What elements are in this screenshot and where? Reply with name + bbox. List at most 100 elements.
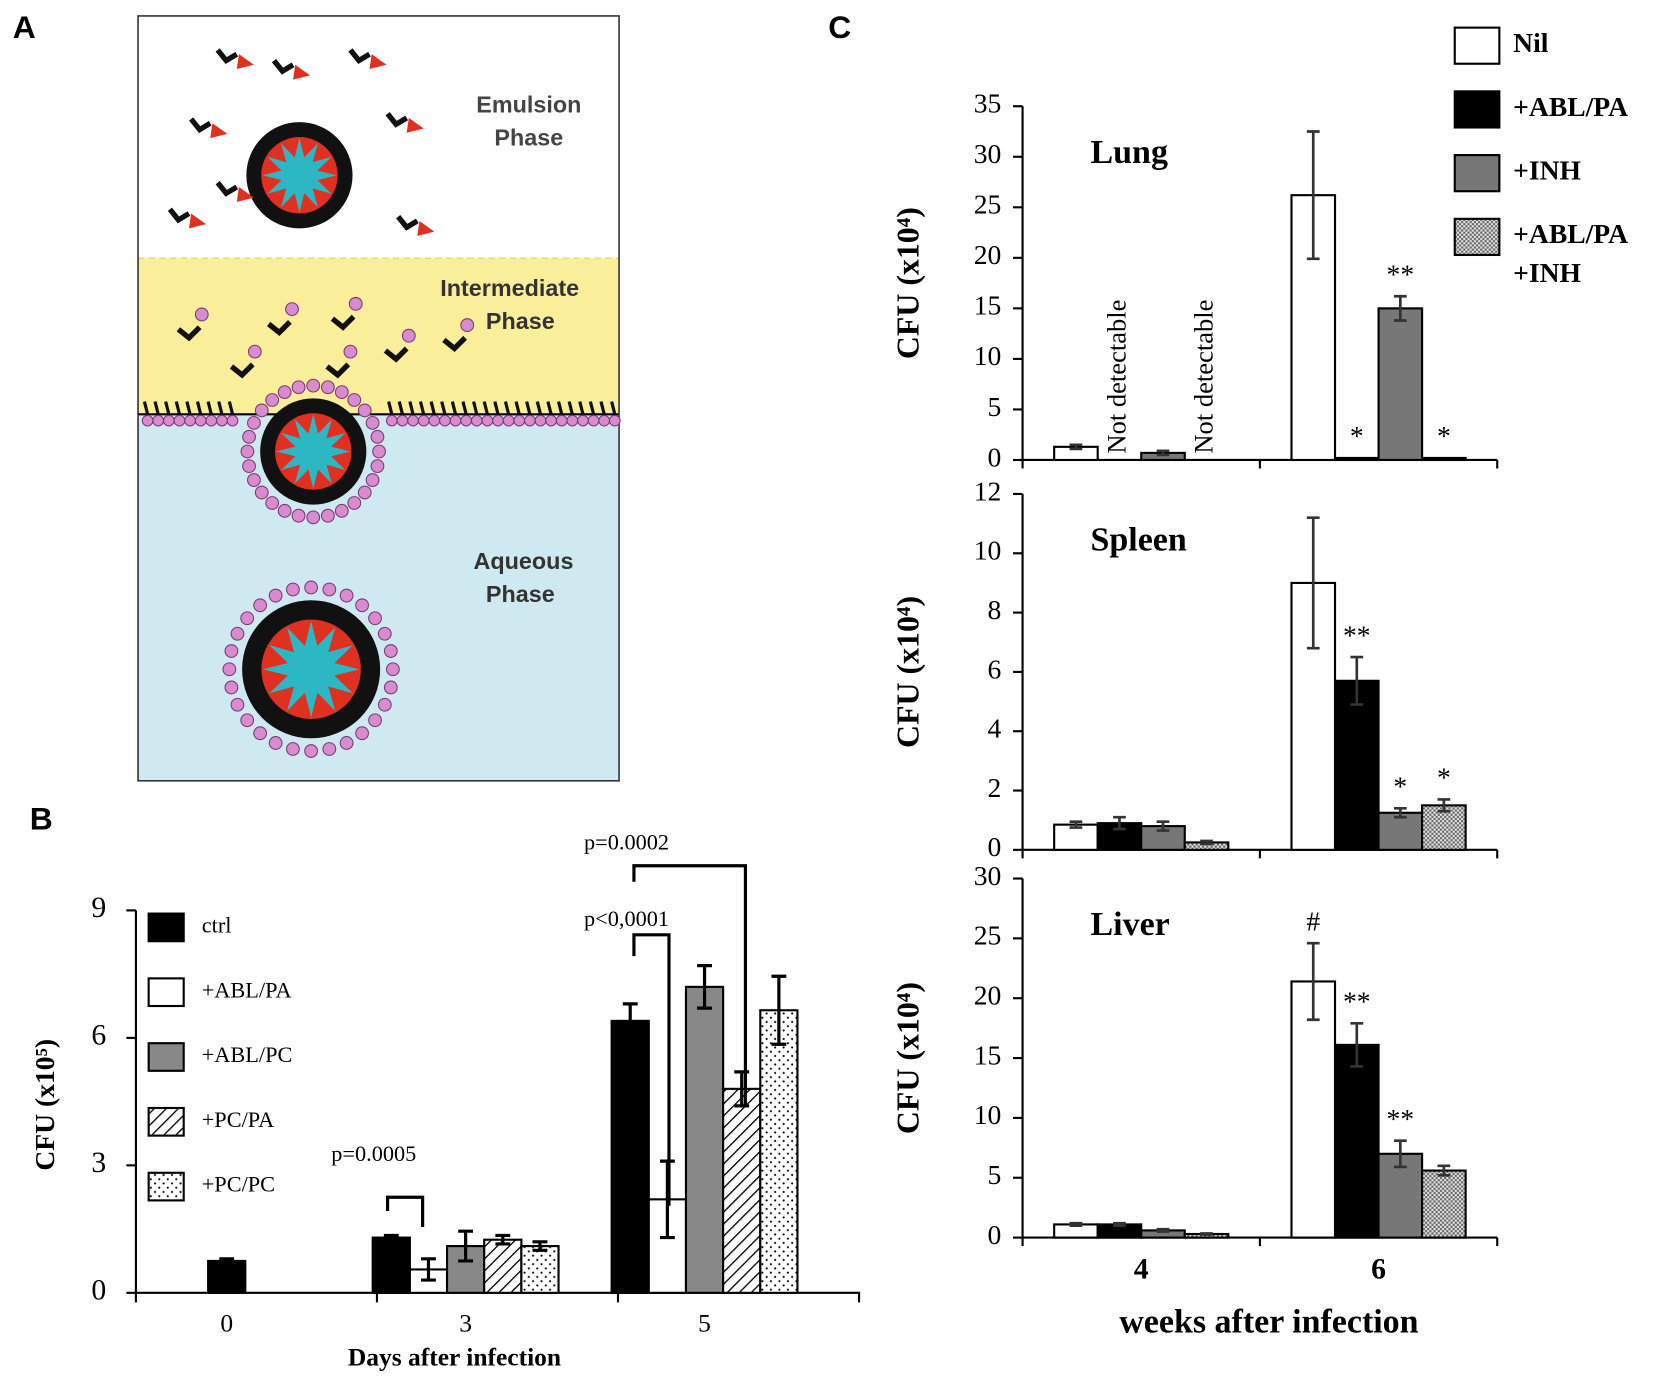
lipid-head: [247, 344, 262, 359]
y-tick-label: 25: [974, 920, 1002, 951]
lipid-head: [285, 302, 299, 317]
lipid: [176, 325, 202, 342]
y-tick-label: 6: [988, 653, 1002, 684]
monolayer-tail: [556, 401, 564, 415]
monolayer-tail: [472, 401, 479, 415]
y-tick-label: 2: [988, 772, 1002, 803]
lipid-head: [513, 414, 526, 427]
lipid-head: [291, 508, 306, 523]
legend-swatch: [1453, 217, 1501, 257]
monolayer-tail: [482, 401, 489, 415]
lipid-head: [377, 626, 392, 641]
legend-swatch: [147, 1171, 185, 1202]
y-tick-label: 5: [988, 391, 1002, 422]
y-tick-label: 12: [974, 475, 1002, 506]
y-tick-label: 35: [974, 88, 1002, 119]
lipid-head: [355, 726, 370, 741]
annotation: **: [1387, 1103, 1415, 1134]
lipid-head: [286, 742, 300, 756]
surfactant: [271, 58, 295, 75]
monolayer-tail: [429, 401, 436, 415]
lipid-head: [247, 415, 261, 430]
legend-swatch: [1453, 154, 1501, 193]
lipid-head: [407, 414, 419, 427]
bar: [1333, 679, 1380, 851]
y-tick-label: 25: [974, 189, 1002, 220]
lipid-head: [286, 582, 300, 597]
lipid-head: [598, 414, 611, 427]
y-axis-label: CFU (x10⁴): [890, 207, 925, 359]
annotation: *: [1437, 762, 1451, 793]
legend-label: +ABL/PA +INH: [1513, 218, 1628, 288]
surfactant-head: [236, 186, 254, 202]
y-tick-label: 30: [974, 138, 1002, 169]
lipid-head: [370, 459, 385, 474]
y-tick-label: 15: [974, 290, 1002, 321]
legend-label: +PC/PA: [202, 1107, 274, 1132]
y-tick-label: 15: [974, 1039, 1002, 1070]
lipid-head: [460, 318, 475, 332]
error-bar: [1306, 516, 1320, 650]
lipid: [330, 314, 356, 331]
monolayer-tail: [408, 401, 415, 415]
error-bar: [1350, 655, 1364, 706]
lipid-head: [357, 485, 372, 500]
monolayer-tail: [514, 401, 521, 415]
monolayer-tail: [440, 401, 447, 415]
legend-swatch: [147, 977, 185, 1008]
lipid-head: [291, 380, 306, 395]
legend-label: +INH: [1513, 154, 1581, 185]
surfactant-head: [293, 64, 311, 80]
lipid-head: [230, 697, 245, 712]
monolayer-tail: [153, 401, 160, 415]
monolayer-tail: [588, 401, 596, 415]
error-bar: [1156, 1227, 1170, 1233]
phase-label: Aqueous: [474, 548, 574, 574]
error-bar: [458, 1229, 474, 1263]
error-bar: [1156, 449, 1170, 457]
y-tick-label: 8: [988, 594, 1002, 625]
legend-swatch: [1453, 90, 1501, 129]
lipid-head: [268, 736, 283, 750]
legend-swatch: [147, 1042, 185, 1072]
bar: [1377, 307, 1424, 462]
phase-label: Emulsion: [476, 91, 581, 117]
lipid-head: [385, 414, 398, 427]
lipid-head: [304, 580, 319, 595]
monolayer-tail: [164, 401, 171, 415]
bar: [371, 1236, 411, 1294]
panel-label: A: [13, 9, 36, 45]
x-axis-label: weeks after infection: [1119, 1303, 1418, 1340]
x-tick-label: 0: [220, 1309, 233, 1338]
error-bar: [383, 1233, 399, 1242]
lipid-head: [449, 414, 462, 427]
y-tick-label: 10: [974, 1099, 1002, 1130]
x-axis-label: Days after infection: [348, 1343, 561, 1372]
phase-label: Phase: [486, 308, 555, 334]
legend-label: +ABL/PC: [202, 1042, 293, 1067]
lipid-head: [383, 680, 398, 695]
lipid-head: [357, 403, 372, 418]
surfactant: [215, 48, 239, 65]
error-bar: [1437, 798, 1451, 813]
error-bar: [1113, 815, 1126, 831]
x-tick-label: 4: [1134, 1253, 1149, 1285]
monolayer-tail: [610, 401, 617, 415]
lipid-head: [417, 414, 430, 427]
monolayer-tail: [185, 401, 192, 415]
monolayer-tail: [142, 401, 150, 415]
lipid-head: [322, 742, 337, 756]
lipid-head: [383, 644, 398, 658]
lipid-head: [253, 598, 268, 613]
lipid-head: [334, 385, 349, 400]
y-tick-label: 10: [974, 535, 1002, 566]
significance-bracket: [632, 864, 748, 1105]
legend-swatch: [1453, 26, 1501, 65]
lipid-head: [555, 414, 568, 427]
lipid-head: [184, 414, 196, 427]
lipid-head: [545, 414, 557, 427]
bar: [1377, 811, 1424, 851]
p-value: p=0.0002: [584, 830, 669, 855]
lipid-head: [265, 496, 280, 510]
